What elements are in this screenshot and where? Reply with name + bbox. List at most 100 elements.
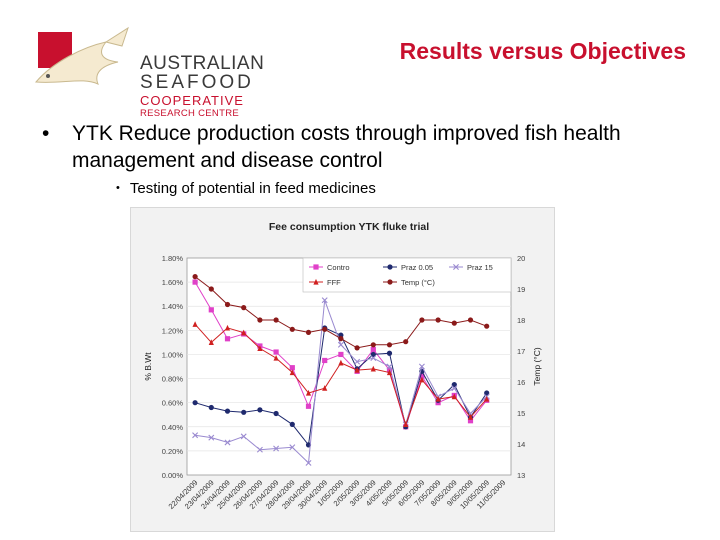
series-4-point [224,324,231,331]
y2-axis-label: Temp (°C) [532,347,542,386]
series-3-point [289,444,296,451]
y-tick-label: 0.60% [162,399,184,408]
y2-tick-label: 17 [517,347,525,356]
y-tick-label: 1.40% [162,302,184,311]
series-4-point [354,367,360,373]
series-3-point [386,363,393,370]
series-4-point [273,354,279,361]
series-1-point [224,336,231,342]
series-5-point [338,336,344,342]
series-2-point [241,409,247,415]
series-5-point [224,301,231,308]
series-1-point [322,357,328,364]
bullet-dot-icon: • [42,122,50,145]
series-5-point [484,323,490,329]
series-1-point [273,349,279,355]
series-1-point [289,365,295,371]
logo-line-2: SEAFOOD [140,72,254,93]
series-2-point [484,390,490,396]
y2-tick-label: 20 [517,254,525,263]
series-1-point [208,307,214,313]
y-axis-label: % B.Wt [143,352,153,381]
line-chart: Fee consumption YTK fluke trial 0.00% 0.20… [143,221,542,511]
series-4-point [435,395,441,402]
series-4-point [241,329,247,336]
series-3-point [192,432,199,439]
series-5-point [370,342,376,348]
y-tick-label: 1.60% [162,278,184,287]
series-5-point [467,317,474,323]
series-4-point [289,369,295,376]
series-5-point [419,317,425,323]
series-4-point [403,421,409,427]
y2-tick-label: 13 [517,471,525,480]
y-tick-label: 1.80% [162,254,184,263]
legend-5-point [387,279,393,285]
series-3-point [256,446,263,453]
fish-logo-icon [34,26,129,85]
y-tick-label: 0.00% [162,471,184,480]
series-1-point [419,373,425,379]
y-tick-label: 0.20% [162,447,184,456]
series-2-point [224,408,231,414]
series-2-point [273,410,279,417]
series-4-point [338,359,344,366]
series-2-point [257,407,263,413]
legend-box [302,257,512,293]
series-2-point [451,381,457,388]
y-tick-label: 1.20% [162,326,184,335]
legend-label: Temp (°C) [401,278,435,287]
series-3-point [321,297,328,304]
series-4-point [386,369,393,376]
series-5-point [208,286,214,292]
series-5-point [192,274,198,280]
series-4-point [208,339,214,345]
series-5-point [322,326,328,332]
series-1-point [305,403,312,409]
bullet-sub-text: Testing of potential in feed medicines [129,180,376,197]
series-3-point [337,341,344,348]
legend-label: Praz 15 [467,263,493,272]
bullet-dot-icon: • [116,182,120,194]
y2-tick-label: 19 [517,285,525,294]
series-1-point [467,418,474,424]
series-5-point [451,320,457,326]
legend-label: Praz 0.05 [401,263,433,272]
series-3-point [273,445,280,452]
y2-tick-label: 16 [517,378,525,387]
series-4-point [305,389,312,396]
series-4-point [451,393,457,400]
y-tick-label: 1.00% [162,350,184,359]
series-4-point [257,345,263,352]
series-5-point [386,342,393,348]
legend-label: Contro [327,263,350,272]
series-5-point [289,326,295,332]
series-3-point [240,433,247,440]
series-4-point [322,385,328,391]
legend-label: FFF [327,278,341,287]
chart-panel: Fee consumption YTK fluke trial 0.00% 0.20… [130,207,555,532]
logo-line-4: RESEARCH CENTRE [140,108,239,119]
series-5-point [435,317,441,323]
y2-tick-label: 15 [517,409,525,418]
bullet-main-text: YTK Reduce production costs through impr… [72,122,621,172]
series-2-point [192,400,198,406]
y2-tick-label: 14 [517,440,525,449]
series-3-point [224,439,231,446]
series-4-point [192,321,198,327]
legend-4-point [313,278,319,285]
series-5-point [257,317,263,323]
bullet-main: • YTK Reduce production costs through im… [42,120,662,174]
y-tick-label: 0.40% [162,423,184,432]
series-5-point [273,317,279,323]
series-3-point [451,385,458,392]
series-2-point [208,404,214,411]
legend-2-point [387,264,393,270]
y-tick-label: 0.80% [162,375,184,384]
series-3-point [354,358,361,365]
series-4-point [484,395,490,402]
logo-line-1: AUSTRALIAN [140,53,265,74]
series-4-point [370,365,376,372]
series-2-point [370,351,376,358]
legend-1-point [313,264,319,270]
